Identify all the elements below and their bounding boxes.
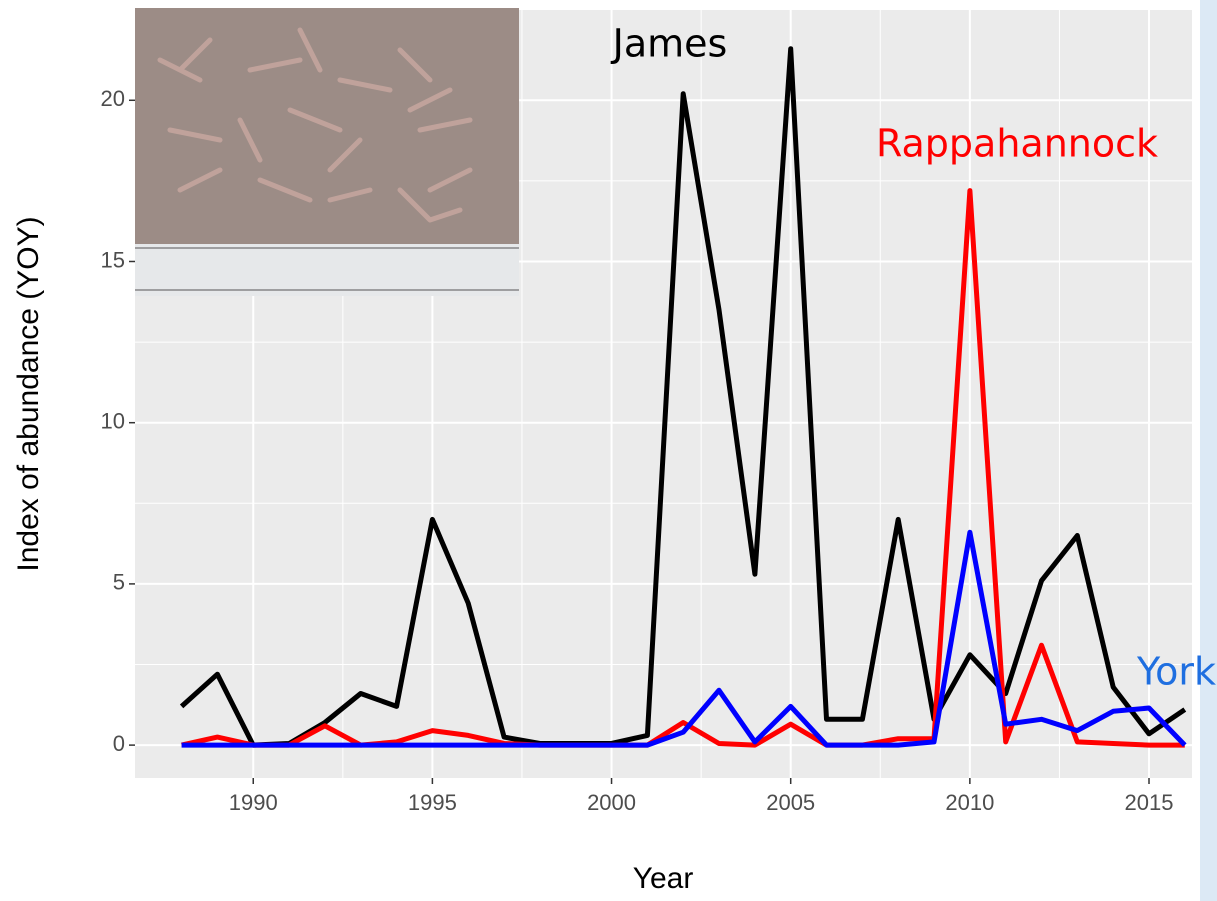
x-tick-label: 2005	[766, 790, 815, 815]
series-label: James	[611, 22, 728, 66]
page: {"chart_data": {"type": "line", "x_label…	[0, 0, 1217, 901]
x-tick-label: 1995	[408, 790, 457, 815]
y-tick-label: 20	[101, 86, 125, 111]
x-tick-label: 2015	[1125, 790, 1174, 815]
y-tick-label: 15	[101, 247, 125, 272]
x-tick-label: 1990	[229, 790, 278, 815]
y-tick-label: 5	[113, 570, 125, 595]
x-axis-title: Year	[633, 862, 694, 895]
photo	[135, 8, 519, 296]
y-tick-label: 0	[113, 731, 125, 756]
series-label: Rappahannock	[876, 122, 1158, 166]
y-tick-label: 10	[101, 409, 125, 434]
chart: Year Index of abundance (YOY) 0 5 10 15 20 19…	[0, 0, 1217, 901]
side-strip	[1200, 0, 1217, 901]
y-axis-title: Index of abundance (YOY)	[12, 216, 45, 571]
x-tick-label: 2010	[945, 790, 994, 815]
x-tick-label: 2000	[587, 790, 636, 815]
series-label: York	[1136, 650, 1216, 694]
